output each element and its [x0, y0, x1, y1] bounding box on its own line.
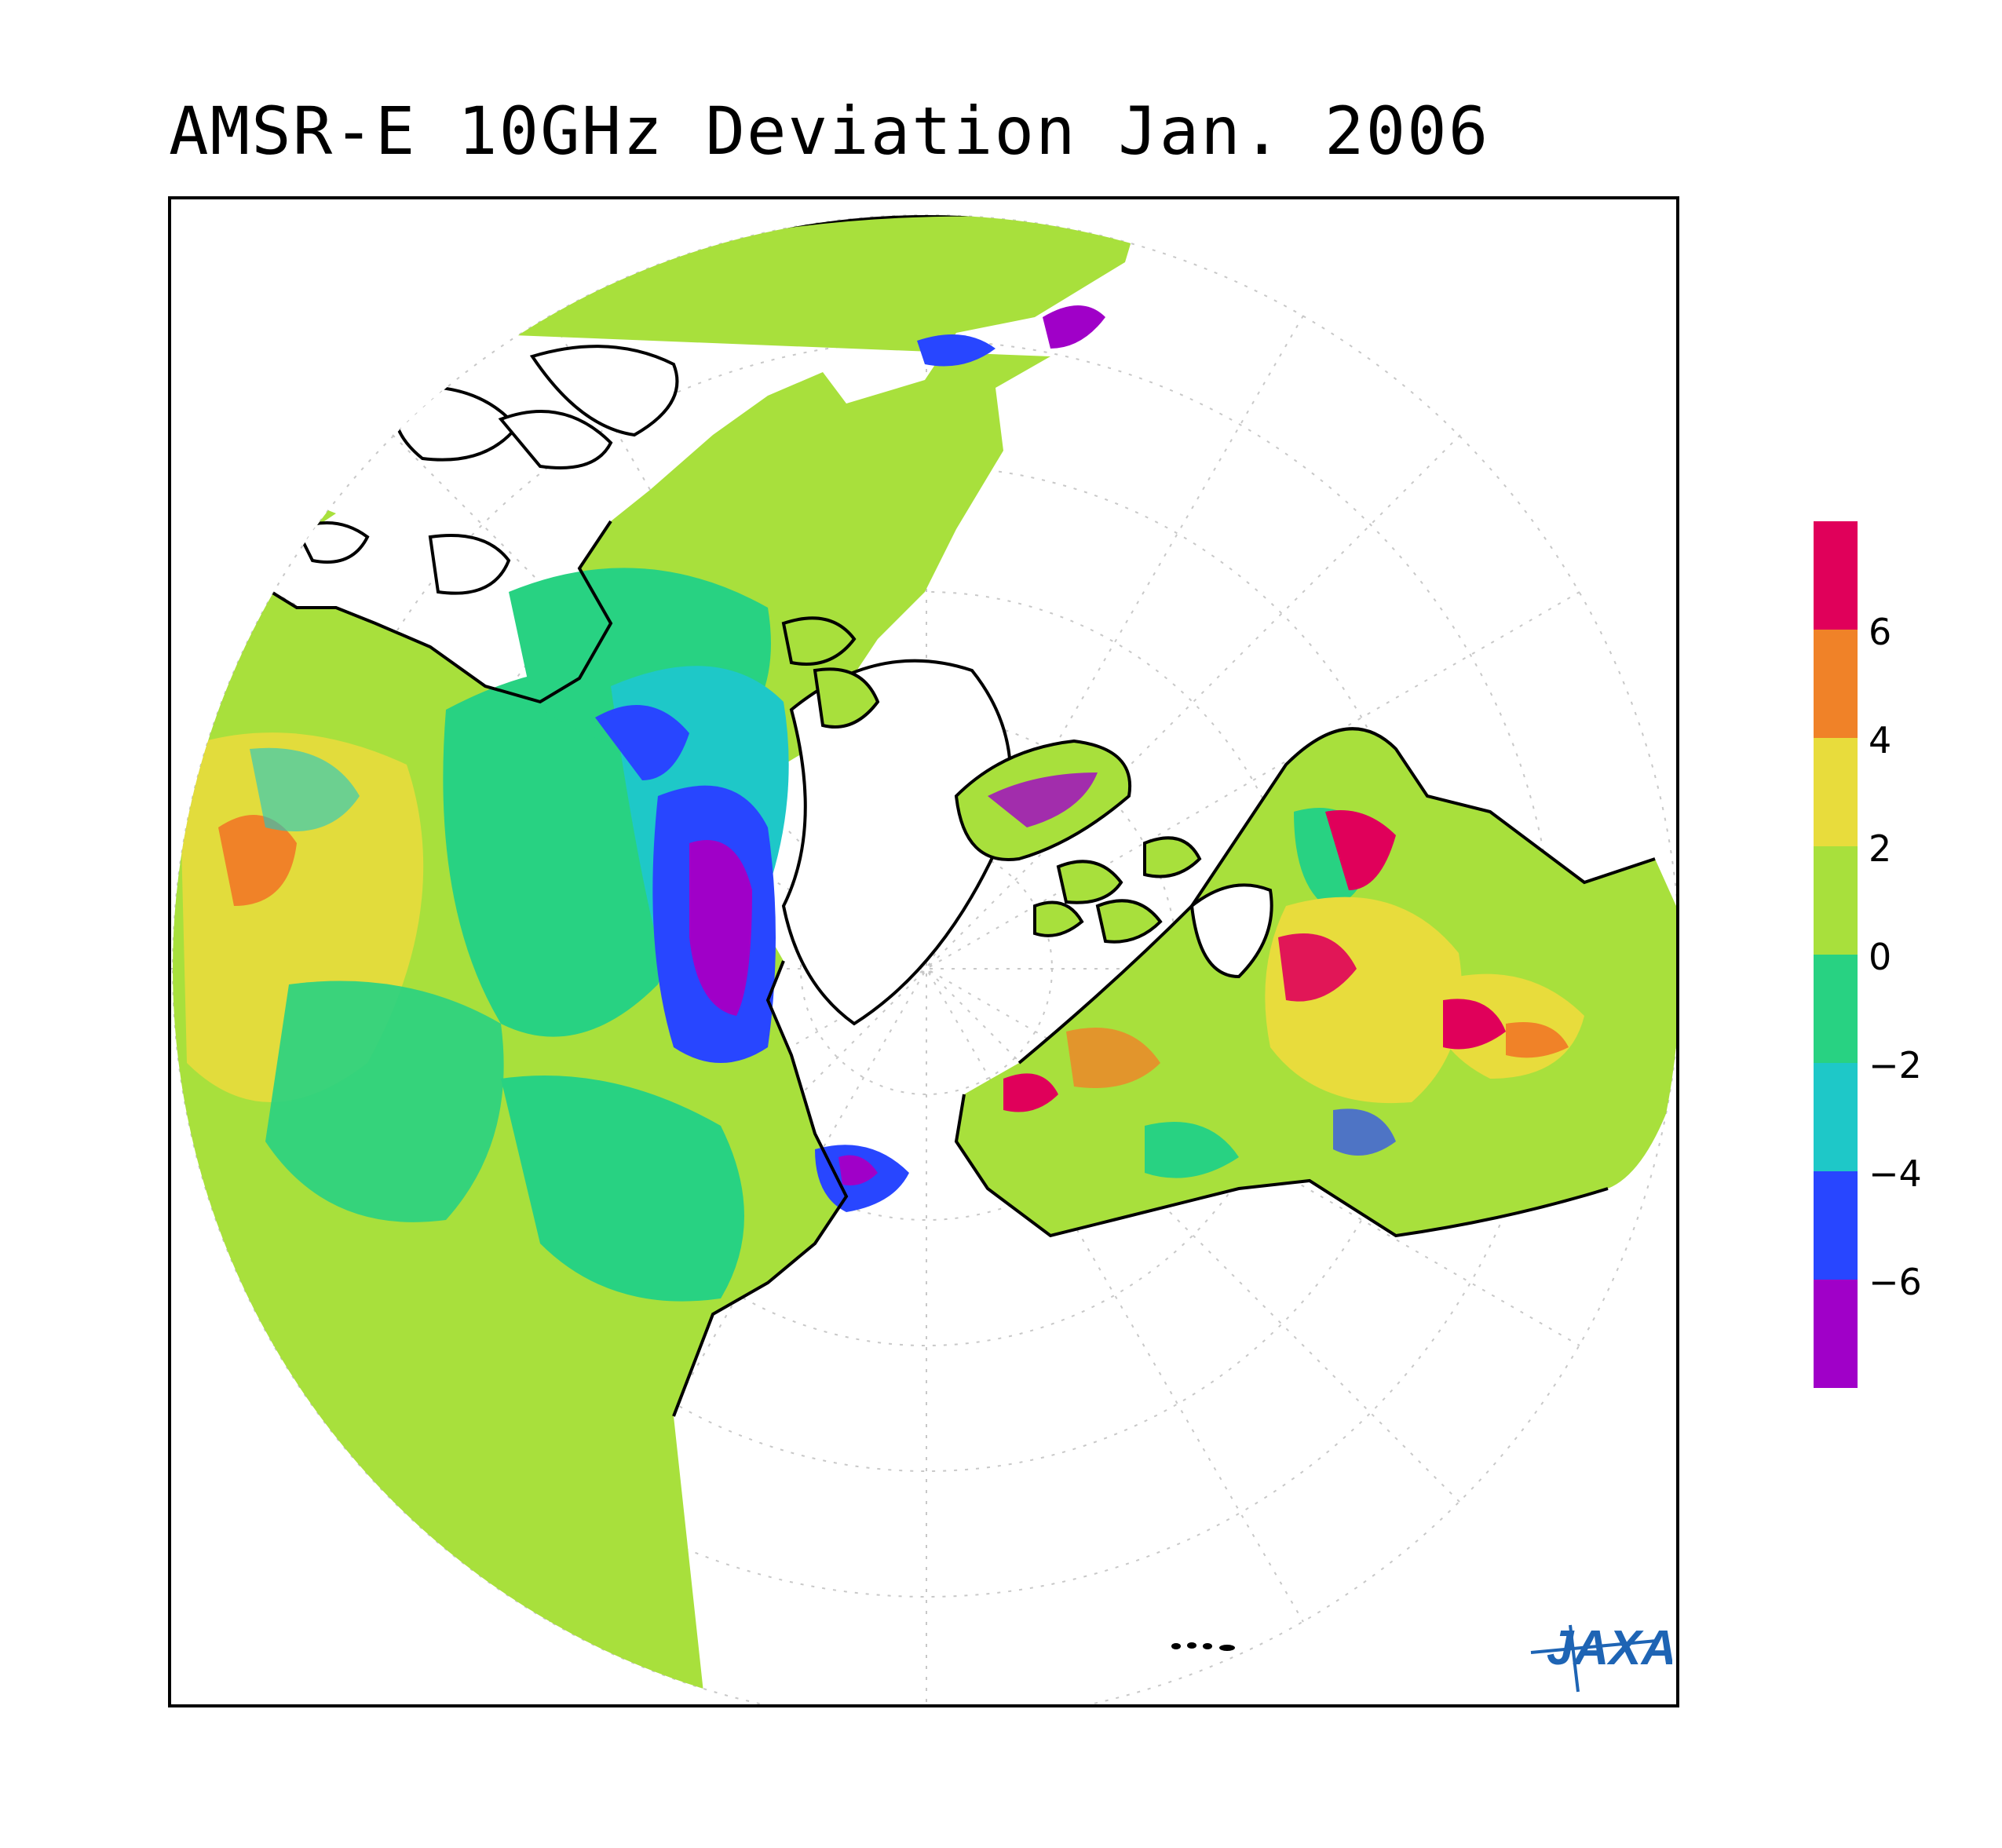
colorbar [1814, 521, 1858, 1388]
colorbar-bin-m2-0 [1814, 955, 1858, 1063]
colorbar-tick-label: 0 [1869, 936, 1892, 978]
logo-text: JAXA [1547, 1621, 1672, 1675]
colorbar-bin-6-8 [1814, 521, 1858, 630]
colorbar-tick-label: −2 [1869, 1044, 1922, 1087]
north-america-landmass [956, 729, 1676, 1236]
colorbar-bin-m4-m2 [1814, 1063, 1858, 1171]
colorbar-tick-label: 6 [1869, 611, 1892, 653]
map-title: AMSR-E 10GHz Deviation Jan. 2006 [169, 93, 1490, 170]
arctic-ocean [781, 659, 1013, 1026]
colorbar-bin-m6-m4 [1814, 1171, 1858, 1280]
jaxa-logo: JAXA [1530, 1621, 1672, 1693]
colorbar-bin-m8-m6 [1814, 1280, 1858, 1388]
colorbar-bin-4-6 [1814, 630, 1858, 738]
colorbar-tick-label: −6 [1869, 1261, 1922, 1303]
hudson-bay [1189, 883, 1273, 979]
colorbar-tick-label: 2 [1869, 827, 1892, 870]
small-islands [1171, 1642, 1235, 1651]
colorbar-tick-label: 4 [1869, 719, 1892, 761]
arctic-islands [781, 616, 1202, 944]
map-canvas [171, 214, 1676, 1704]
colorbar-tick-label: −4 [1869, 1152, 1922, 1195]
colorbar-bin-2-4 [1814, 738, 1858, 846]
colorbar-bin-0-2 [1814, 846, 1858, 955]
polar-map [168, 196, 1679, 1707]
greenland [954, 739, 1132, 861]
eurasia-landmass [173, 215, 1137, 1704]
